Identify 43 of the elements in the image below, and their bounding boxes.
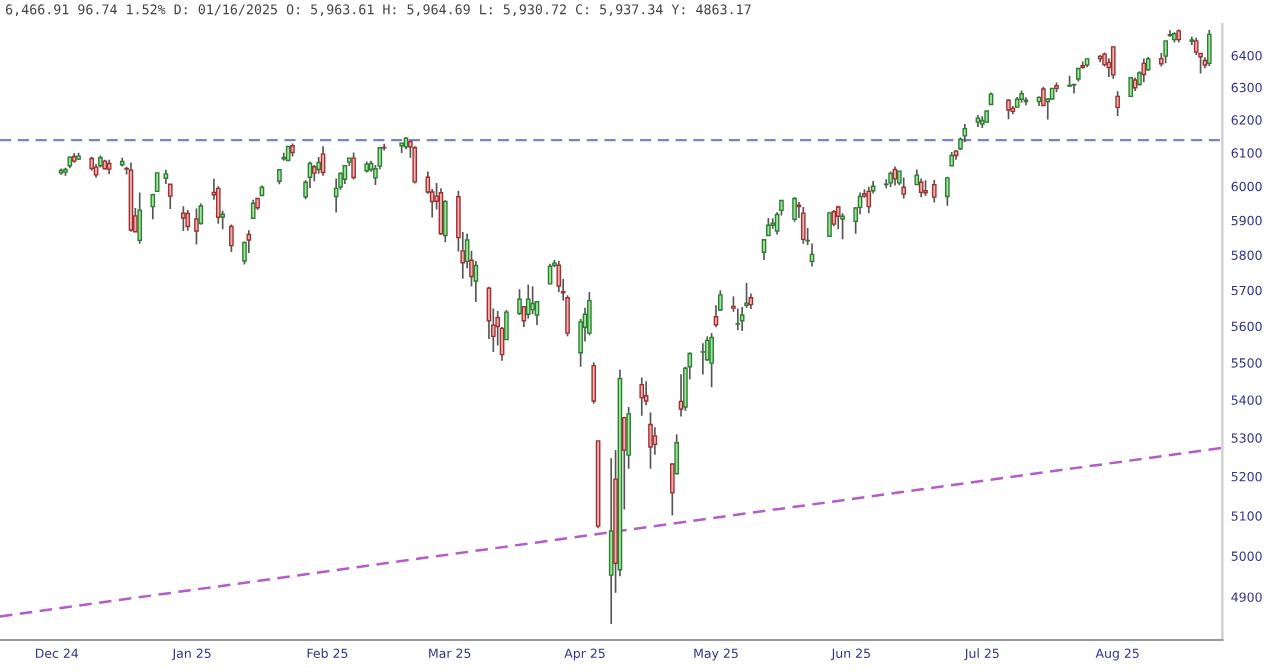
candlestick	[840, 212, 845, 241]
candlestick	[669, 462, 675, 517]
candlestick	[229, 223, 234, 253]
candlestick	[556, 260, 562, 293]
candlestick	[181, 205, 186, 232]
candlestick	[342, 164, 348, 185]
candlestick	[792, 196, 797, 223]
candlestick	[442, 199, 448, 243]
candlestick	[700, 342, 706, 376]
candlestick	[1110, 45, 1116, 80]
candlestick	[517, 288, 522, 316]
candlestick	[931, 179, 937, 204]
candlestick	[591, 361, 597, 405]
candlestick	[351, 151, 356, 181]
candlestick	[281, 151, 287, 162]
candlestick	[866, 185, 872, 215]
candlestick	[892, 165, 898, 187]
candlestick	[639, 376, 645, 417]
candlestick	[412, 145, 418, 185]
candlestick	[674, 433, 680, 475]
candlestick	[827, 211, 832, 238]
candlestick	[246, 229, 252, 254]
candlestick	[167, 183, 173, 210]
candlestick	[1163, 40, 1168, 65]
candlestick	[250, 199, 256, 220]
candlestick	[962, 123, 968, 144]
candlestick	[137, 191, 143, 245]
candlestick	[678, 373, 684, 418]
candlestick	[800, 206, 806, 245]
candlestick	[945, 176, 950, 207]
candlestick	[1115, 90, 1120, 117]
candlestick	[648, 411, 653, 470]
candlestick	[525, 283, 531, 320]
candlestick	[194, 207, 199, 246]
candlestick	[215, 185, 221, 225]
candlestick	[709, 332, 714, 389]
candlestick	[185, 209, 191, 232]
candlestick	[901, 176, 907, 200]
candlestick	[530, 285, 535, 316]
candlestick	[150, 192, 156, 221]
candlestick	[587, 291, 592, 337]
candlestick	[1006, 98, 1011, 120]
candlestick	[608, 457, 614, 625]
